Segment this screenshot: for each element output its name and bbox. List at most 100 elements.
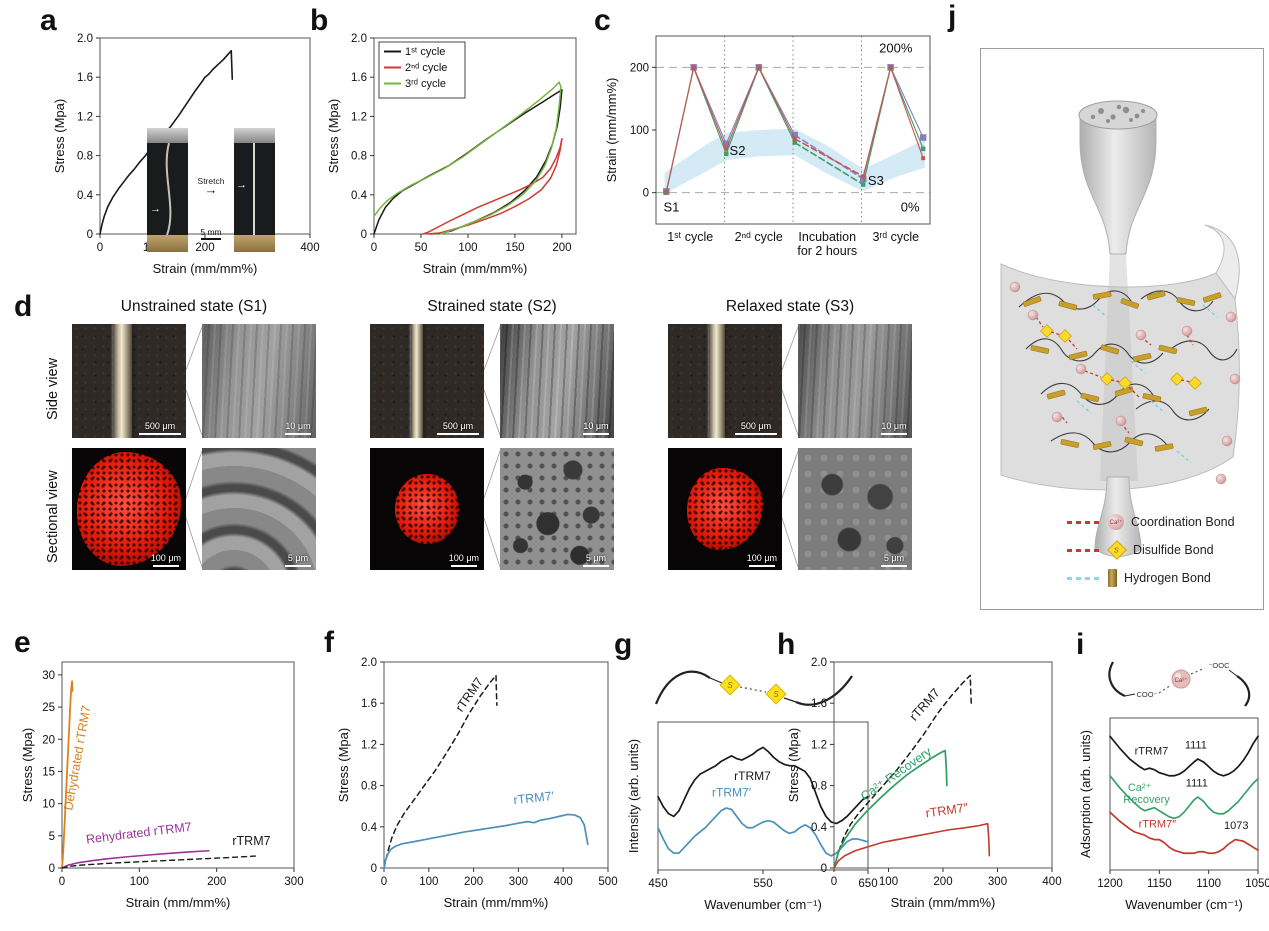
svg-text:300: 300	[988, 876, 1007, 888]
chart-rtrm7-prime-f: 0 100 200 300 400 500 0 0.4 0.8 1.2 1.6 2.0 Strain (…	[336, 657, 618, 910]
carboxylate-right-label: ⁻OOC	[1208, 661, 1230, 670]
red-dash-swatch	[1067, 548, 1101, 552]
sem-section-s1: 5 μm	[202, 448, 316, 570]
svg-text:Wavenumber (cm⁻¹): Wavenumber (cm⁻¹)	[704, 897, 822, 912]
svg-text:Ca²⁺: Ca²⁺	[1128, 782, 1152, 794]
svg-text:Strain (mm/mm%): Strain (mm/mm%)	[891, 895, 996, 910]
svg-text:0: 0	[831, 876, 837, 888]
svg-text:0.4: 0.4	[351, 190, 368, 202]
svg-text:200: 200	[195, 242, 214, 254]
zoom-connector	[186, 326, 202, 436]
svg-text:2.0: 2.0	[811, 657, 827, 669]
sem-side-s2: 10 μm	[500, 324, 614, 438]
fluorescent-cross-section	[687, 467, 763, 551]
panel-d-micrographs: Side view Sectional view Unstrained stat…	[40, 298, 912, 580]
svg-text:Stress (Mpa): Stress (Mpa)	[326, 99, 341, 173]
fiber-network-illustration	[1000, 100, 1241, 557]
svg-text:Strain (mm/mm%): Strain (mm/mm%)	[444, 895, 549, 910]
svg-text:200: 200	[207, 876, 226, 888]
svg-text:Strain (mm/mm%): Strain (mm/mm%)	[423, 261, 528, 276]
svg-text:1.2: 1.2	[77, 111, 93, 123]
svg-text:1.6: 1.6	[77, 72, 93, 84]
scale-bar: 500 μm	[139, 421, 181, 435]
disulfide-bond-schematic: S S	[654, 670, 853, 706]
sulfur-diamond-icon: S	[1107, 540, 1127, 560]
svg-text:100: 100	[419, 876, 438, 888]
svg-text:Strain (mm/mm%): Strain (mm/mm%)	[153, 261, 258, 276]
zoom-connector	[186, 450, 202, 568]
svg-text:1050: 1050	[1245, 878, 1269, 890]
svg-text:1111: 1111	[1186, 777, 1208, 789]
state-title: Strained state (S2)	[427, 298, 557, 315]
svg-text:0: 0	[49, 863, 55, 875]
svg-text:rTRM7′: rTRM7′	[712, 786, 752, 800]
svg-text:200%: 200%	[879, 40, 913, 55]
scale-bar: 10 μm	[881, 421, 907, 435]
s-atom-label: S	[727, 681, 733, 690]
zoom-connector	[782, 450, 798, 568]
svg-text:10: 10	[42, 799, 55, 811]
svg-text:200: 200	[552, 242, 571, 254]
legend-label: Disulfide Bond	[1133, 543, 1214, 557]
panel-label-e: e	[14, 626, 31, 659]
svg-text:Stress (Mpa): Stress (Mpa)	[336, 728, 351, 802]
svg-text:0.8: 0.8	[361, 781, 377, 793]
state-group-s3: Relaxed state (S3) 500 μm 10 μm 100 μm 5…	[668, 298, 912, 580]
svg-text:100: 100	[130, 876, 149, 888]
fluorescent-cross-section	[76, 452, 182, 566]
svg-text:200: 200	[933, 876, 952, 888]
fluorescent-cross-section	[395, 473, 459, 545]
svg-text:400: 400	[1042, 876, 1061, 888]
state-title: Unstrained state (S1)	[120, 298, 268, 315]
panel-label-j: j	[948, 0, 957, 33]
svg-text:1.2: 1.2	[351, 111, 367, 123]
svg-text:0: 0	[821, 863, 827, 875]
svg-text:0%: 0%	[901, 199, 920, 214]
fiber-sample	[709, 324, 726, 438]
fluorescence-section-s1: 100 μm	[72, 448, 186, 570]
svg-text:S2: S2	[730, 143, 746, 158]
svg-text:1073: 1073	[1224, 820, 1248, 832]
scale-bar: 5 μm	[285, 553, 311, 567]
svg-text:Stress (Mpa): Stress (Mpa)	[786, 728, 801, 802]
svg-text:2.0: 2.0	[351, 33, 367, 45]
stretch-arrow-icon: →	[204, 182, 218, 197]
svg-text:Stress (Mpa): Stress (Mpa)	[52, 99, 67, 173]
side-photo-s1: 500 μm	[72, 324, 186, 438]
side-photo-s2: 500 μm	[370, 324, 484, 438]
svg-text:100: 100	[630, 125, 649, 137]
zoom-connector	[484, 450, 500, 568]
svg-text:3ʳᵈ cycle: 3ʳᵈ cycle	[872, 230, 919, 244]
side-photo-s3: 500 μm	[668, 324, 782, 438]
red-dash-swatch	[1067, 520, 1101, 524]
row-label-side-view: Side view	[45, 357, 61, 421]
svg-text:0.8: 0.8	[811, 781, 827, 793]
svg-text:400: 400	[554, 876, 573, 888]
panel-j-schematic: Ca²⁺ Coordination Bond S Disulfide Bond …	[980, 48, 1264, 610]
arrow-icon: →	[236, 179, 247, 191]
clamp-bottom	[234, 235, 275, 252]
svg-text:400: 400	[300, 242, 319, 254]
svg-text:100: 100	[879, 876, 898, 888]
svg-text:0.4: 0.4	[77, 190, 94, 202]
svg-text:rTRM7′: rTRM7′	[513, 789, 555, 807]
svg-text:Ca²⁺ Recovery: Ca²⁺ Recovery	[858, 744, 935, 804]
svg-text:rTRM7: rTRM7	[907, 686, 943, 724]
svg-text:0.8: 0.8	[351, 151, 367, 163]
scale-bar: 500 μm	[437, 421, 479, 435]
svg-text:Strain (mm/mm%): Strain (mm/mm%)	[126, 895, 231, 910]
svg-text:0: 0	[381, 876, 387, 888]
svg-text:3ʳᵈ cycle: 3ʳᵈ cycle	[405, 78, 446, 90]
svg-text:1200: 1200	[1097, 878, 1123, 890]
svg-text:1ˢᵗ cycle: 1ˢᵗ cycle	[405, 46, 445, 58]
chart-cyclic-b: 0 50 100 150 200 0 0.4 0.8 1.2 1.6 2.0 Strain (mm/m…	[326, 33, 577, 276]
svg-text:Dehydrated rTRM7: Dehydrated rTRM7	[61, 704, 93, 811]
panel-label-a: a	[40, 4, 57, 37]
svg-text:1111: 1111	[1185, 739, 1207, 751]
clamp-top	[147, 128, 188, 143]
svg-text:200: 200	[630, 62, 649, 74]
fiber-sample	[411, 324, 424, 438]
svg-text:0.4: 0.4	[361, 822, 378, 834]
